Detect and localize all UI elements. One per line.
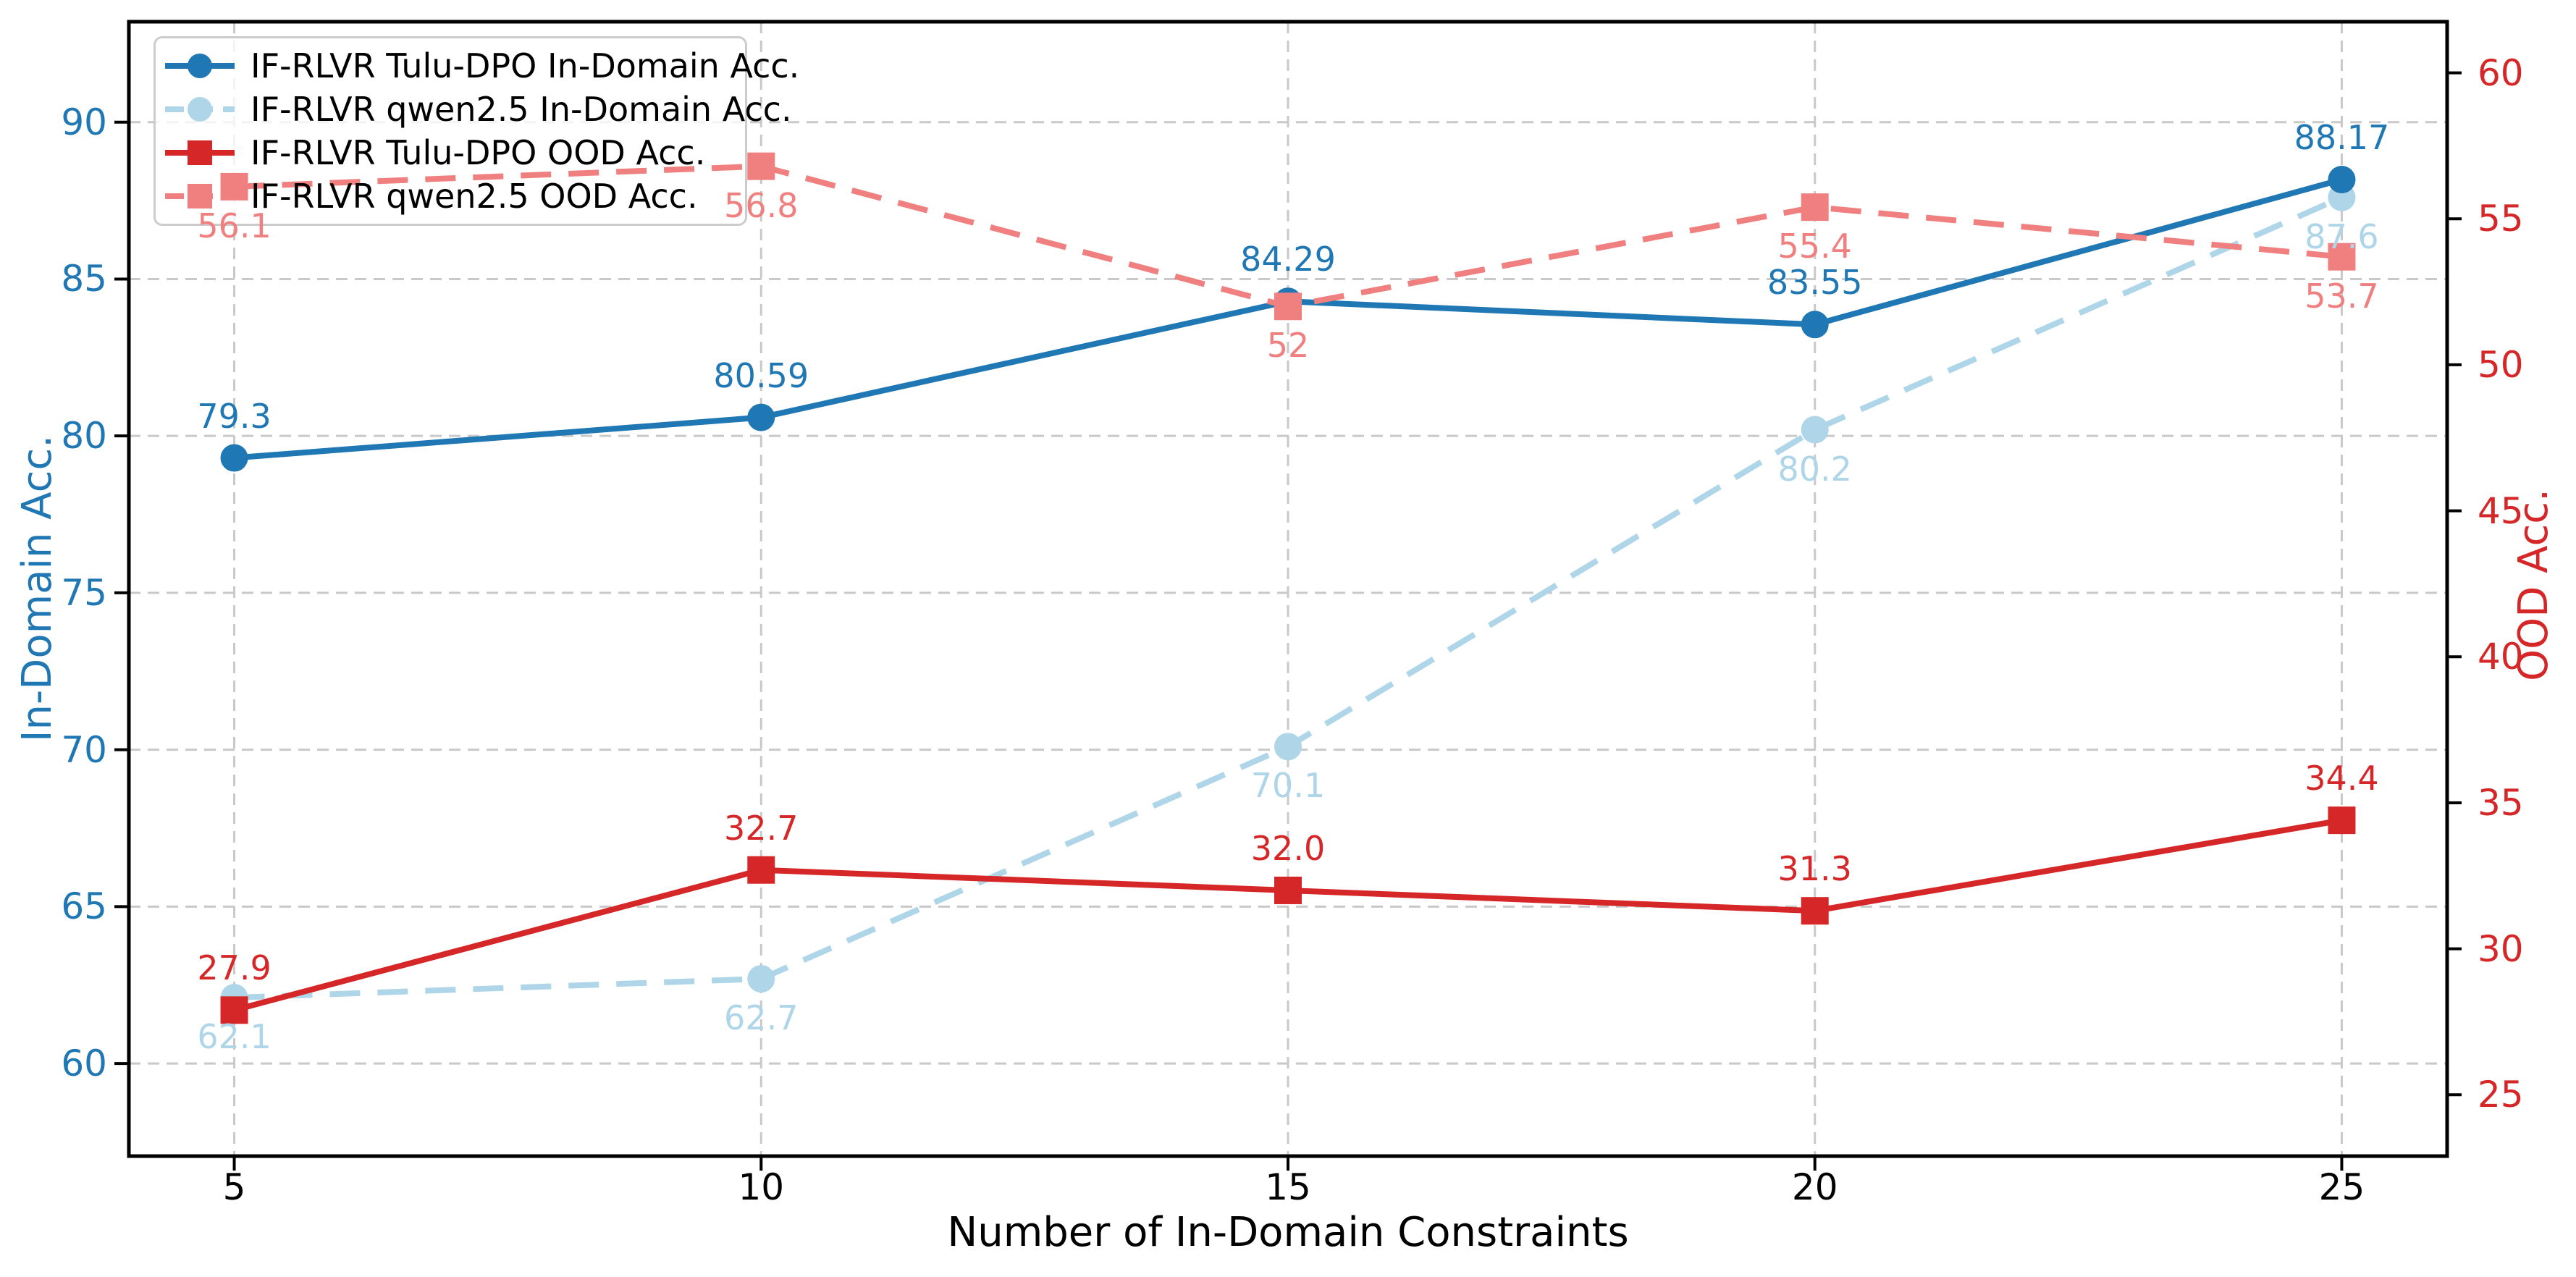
legend-line-square-icon [165, 184, 235, 208]
data-point-value-label: 83.55 [1767, 263, 1863, 303]
legend-line-square-icon [165, 140, 235, 165]
x-tick-label: 5 [222, 1166, 246, 1208]
data-point-marker [747, 856, 775, 884]
data-point-marker [747, 403, 775, 431]
data-point-value-label: 79.3 [197, 396, 272, 436]
data-point-value-label: 62.1 [197, 1017, 272, 1057]
y-tick-label-left: 75 [61, 571, 107, 614]
legend-entry-qwen25-ood: IF-RLVR qwen2.5 OOD Acc. [153, 178, 747, 214]
y-tick-label-right: 40 [2478, 636, 2524, 678]
y-tick-label-right: 30 [2478, 927, 2524, 970]
data-point-marker [2328, 243, 2356, 271]
legend-label: IF-RLVR Tulu-DPO OOD Acc. [251, 133, 706, 172]
data-point-value-label: 53.7 [2304, 276, 2379, 316]
data-point-marker [2328, 166, 2356, 194]
y-tick-label-left: 90 [61, 101, 107, 143]
y-tick-label-right: 35 [2478, 781, 2524, 824]
data-point-value-label: 87.6 [2304, 216, 2379, 256]
data-point-value-label: 84.29 [1240, 240, 1336, 279]
x-tick-label: 20 [1791, 1166, 1838, 1208]
y-tick-label-left: 80 [61, 415, 107, 458]
data-point-marker [747, 152, 775, 180]
data-point-marker [220, 444, 248, 472]
data-point-value-label: 80.2 [1777, 449, 1852, 489]
legend-line-circle-icon [165, 54, 235, 78]
data-point-value-label: 62.7 [724, 998, 799, 1038]
data-point-value-label: 27.9 [197, 948, 272, 988]
legend: IF-RLVR Tulu-DPO In-Domain Acc. IF-RLVR … [153, 36, 799, 226]
y-tick-label-right: 50 [2478, 343, 2524, 386]
legend-entry-qwen25-in-domain: IF-RLVR qwen2.5 In-Domain Acc. [153, 91, 792, 127]
y-tick-label-left: 70 [61, 728, 107, 771]
legend-entry-tulu-dpo-in-domain: IF-RLVR Tulu-DPO In-Domain Acc. [153, 48, 799, 84]
y-tick-label-right: 45 [2478, 489, 2524, 532]
data-point-marker [747, 965, 775, 993]
data-point-marker [1801, 416, 1829, 444]
x-axis-label: Number of In-Domain Constraints [947, 1209, 1629, 1256]
data-point-marker [220, 996, 248, 1024]
data-point-value-label: 31.3 [1777, 849, 1852, 889]
data-point-marker [2328, 806, 2356, 835]
x-tick-label: 15 [1265, 1166, 1311, 1208]
legend-label: IF-RLVR Tulu-DPO In-Domain Acc. [251, 46, 800, 85]
plot-border [127, 20, 2449, 1158]
data-point-marker [1274, 733, 1302, 761]
data-point-value-label: 55.4 [1777, 227, 1852, 266]
x-tick-label: 10 [738, 1166, 785, 1208]
legend-sample-marker [188, 54, 212, 78]
y-tick-label-right: 55 [2478, 198, 2524, 240]
data-point-marker [1801, 193, 1829, 222]
legend-sample-marker [188, 140, 212, 165]
data-point-value-label: 88.17 [2294, 118, 2390, 158]
data-point-marker [1801, 311, 1829, 339]
data-point-marker [1801, 897, 1829, 925]
data-point-value-label: 56.1 [197, 206, 272, 245]
y-tick-label-right: 25 [2478, 1074, 2524, 1116]
data-point-value-label: 52 [1266, 326, 1310, 366]
legend-sample-marker [188, 97, 212, 122]
legend-label: IF-RLVR qwen2.5 OOD Acc. [251, 177, 698, 216]
legend-entry-tulu-dpo-ood: IF-RLVR Tulu-DPO OOD Acc. [153, 135, 747, 171]
y-tick-label-left: 65 [61, 885, 107, 928]
legend-background [153, 36, 747, 226]
legend-label: IF-RLVR qwen2.5 In-Domain Acc. [251, 90, 792, 129]
data-point-value-label: 32.0 [1250, 828, 1326, 868]
y-tick-label-left: 85 [61, 258, 107, 300]
y-tick-label-left: 60 [61, 1042, 107, 1085]
data-point-value-label: 34.4 [2304, 759, 2379, 798]
data-point-value-label: 56.8 [724, 185, 799, 225]
data-point-value-label: 80.59 [713, 355, 809, 395]
y-tick-label-right: 60 [2478, 51, 2524, 94]
data-point-value-label: 32.7 [724, 808, 799, 848]
y-axis-label-left: In-Domain Acc. [14, 434, 61, 743]
legend-sample-marker [188, 184, 212, 208]
x-tick-label: 25 [2318, 1166, 2365, 1208]
data-point-marker [1274, 876, 1302, 904]
data-point-value-label: 70.1 [1250, 766, 1326, 806]
legend-line-circle-icon [165, 97, 235, 122]
data-point-marker [1274, 292, 1302, 321]
